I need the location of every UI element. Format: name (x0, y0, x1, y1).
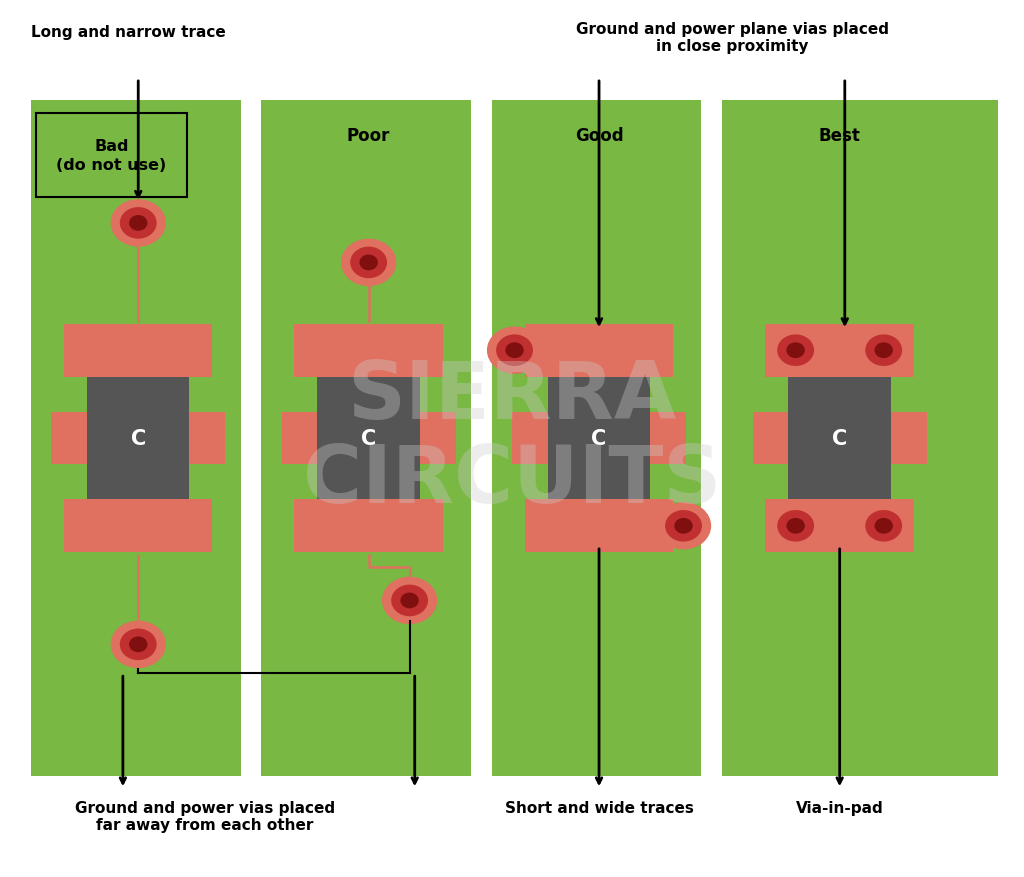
Bar (891, 412, 927, 465)
Circle shape (359, 255, 378, 271)
Bar (524, 500, 674, 553)
Circle shape (666, 510, 702, 542)
Circle shape (496, 335, 532, 367)
Bar (492, 101, 701, 776)
Text: Best: Best (819, 127, 860, 145)
Bar (420, 412, 456, 465)
Circle shape (341, 239, 396, 287)
Circle shape (129, 637, 147, 652)
Circle shape (874, 343, 893, 359)
Circle shape (655, 503, 711, 550)
Circle shape (674, 518, 692, 534)
Text: C: C (131, 429, 145, 448)
Bar (524, 324, 674, 377)
Bar (765, 324, 913, 377)
Circle shape (111, 200, 166, 247)
Bar (512, 412, 548, 465)
Bar (189, 412, 225, 465)
Circle shape (874, 518, 893, 534)
Bar (261, 101, 471, 776)
Text: C: C (833, 429, 847, 448)
Text: Poor: Poor (347, 127, 390, 145)
Bar (722, 101, 998, 776)
Bar (65, 500, 213, 553)
Bar (282, 412, 317, 465)
Circle shape (786, 518, 805, 534)
Circle shape (786, 343, 805, 359)
Text: Long and narrow trace: Long and narrow trace (31, 25, 225, 39)
Text: Ground and power vias placed
far away from each other: Ground and power vias placed far away fr… (75, 800, 335, 832)
Text: Bad
(do not use): Bad (do not use) (56, 139, 167, 173)
Circle shape (350, 247, 387, 279)
Text: Via-in-pad: Via-in-pad (796, 800, 884, 815)
Circle shape (120, 629, 157, 660)
Bar (295, 324, 442, 377)
Circle shape (865, 510, 902, 542)
Circle shape (486, 327, 543, 374)
Bar (65, 324, 213, 377)
Bar (650, 412, 686, 465)
Text: Good: Good (574, 127, 624, 145)
Circle shape (505, 343, 523, 359)
Circle shape (400, 593, 419, 609)
Text: C: C (592, 429, 606, 448)
Circle shape (129, 216, 147, 232)
Bar (31, 101, 241, 776)
Bar (36, 114, 187, 197)
Bar (548, 377, 650, 500)
Text: Short and wide traces: Short and wide traces (505, 800, 693, 815)
Text: SIERRA
CIRCUITS: SIERRA CIRCUITS (303, 358, 721, 519)
Bar (765, 500, 913, 553)
Circle shape (391, 585, 428, 617)
Circle shape (382, 577, 437, 624)
Bar (317, 377, 420, 500)
Bar (51, 412, 87, 465)
Bar (753, 412, 788, 465)
Bar (87, 377, 189, 500)
Circle shape (777, 510, 814, 542)
Bar (295, 500, 442, 553)
Text: C: C (361, 429, 376, 448)
Circle shape (865, 335, 902, 367)
Bar (788, 377, 891, 500)
Circle shape (777, 335, 814, 367)
Text: Ground and power plane vias placed
in close proximity: Ground and power plane vias placed in cl… (575, 22, 889, 54)
Circle shape (111, 621, 166, 668)
Circle shape (120, 208, 157, 239)
